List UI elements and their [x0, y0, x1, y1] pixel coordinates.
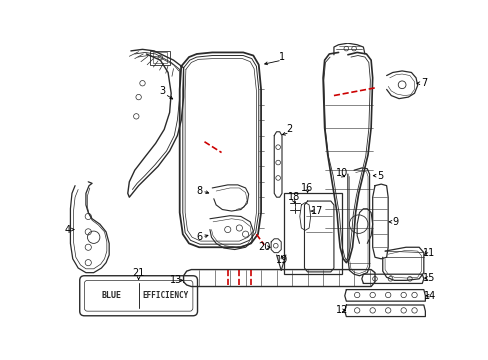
Text: 9: 9 — [392, 217, 398, 227]
Text: 3: 3 — [159, 86, 164, 96]
Text: 10: 10 — [335, 167, 347, 177]
Text: 15: 15 — [422, 273, 434, 283]
Text: 6: 6 — [196, 232, 202, 242]
Text: 13: 13 — [169, 275, 182, 285]
Text: 2: 2 — [286, 125, 292, 134]
Text: 5: 5 — [377, 171, 383, 181]
Bar — [152, 53, 167, 63]
Text: 4: 4 — [64, 225, 70, 235]
Text: 20: 20 — [258, 242, 270, 252]
Text: 11: 11 — [422, 248, 434, 258]
Text: 16: 16 — [301, 183, 313, 193]
Text: 19: 19 — [275, 255, 287, 265]
Text: 14: 14 — [423, 291, 435, 301]
Text: 18: 18 — [287, 192, 299, 202]
Text: 8: 8 — [196, 186, 202, 196]
Text: 12: 12 — [335, 305, 347, 315]
Text: 17: 17 — [310, 206, 323, 216]
Bar — [150, 51, 169, 65]
Text: 21: 21 — [132, 267, 144, 278]
Text: 7: 7 — [420, 78, 426, 88]
Text: BLUE: BLUE — [102, 291, 121, 300]
Bar — [284, 193, 342, 274]
Text: 1: 1 — [278, 52, 285, 62]
Text: EFFICIENCY: EFFICIENCY — [142, 291, 188, 300]
